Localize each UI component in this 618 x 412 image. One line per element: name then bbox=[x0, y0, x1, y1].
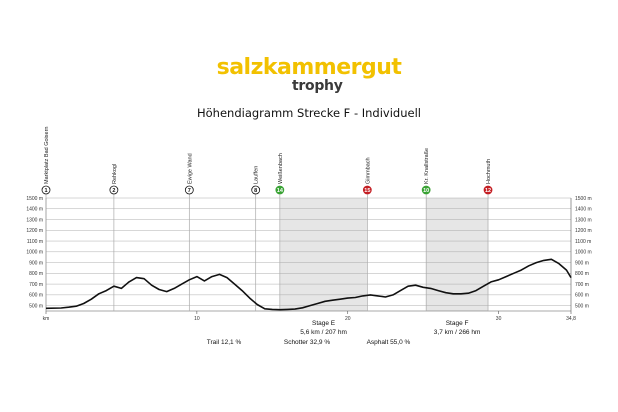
y-tick-label: 1500 m bbox=[26, 196, 43, 202]
surface-share-label: Trail 12,1 % bbox=[207, 339, 242, 346]
y-tick-label: 1200 m bbox=[575, 228, 592, 234]
marker-number: 8 bbox=[254, 188, 257, 194]
y-axis-left: 500 m 600 m 700 m 800 m 900 m 1000 m 1100 m 120… bbox=[26, 196, 43, 310]
waypoint-markers: 1 Marktplatz Bad Goisern 2 Rehkogl 7 Ewige Wa… bbox=[41, 127, 493, 195]
y-tick-label: 800 m bbox=[575, 271, 589, 277]
stage-info: 5,6 km / 207 hm bbox=[300, 329, 347, 336]
logo-wordmark: salzkammergut bbox=[216, 55, 402, 80]
y-tick-label: 1200 m bbox=[26, 228, 43, 234]
x-tick-label: 20 bbox=[345, 316, 351, 322]
marker-number: 12 bbox=[485, 188, 491, 194]
y-tick-label: 1100 m bbox=[575, 239, 591, 245]
marker-label: Hochmuth bbox=[486, 159, 492, 184]
marker-badge bbox=[362, 185, 372, 195]
y-axis-right: 500 m 600 m 700 m 800 m 900 m 1000 m 1100 m 120… bbox=[575, 196, 592, 310]
surface-share-label: Asphalt 55,0 % bbox=[367, 339, 411, 346]
marker-badge bbox=[184, 185, 194, 195]
x-tick-label: 10 bbox=[194, 316, 200, 322]
surface-share-label: Schotter 32,9 % bbox=[284, 339, 330, 346]
stage-bands bbox=[279, 198, 489, 311]
stage-labels: Stage E 5,6 km / 207 hm Stage F 3,7 km / 26… bbox=[300, 320, 480, 336]
y-tick-label: 1000 m bbox=[26, 250, 43, 256]
stage-info: 3,7 km / 266 hm bbox=[434, 329, 481, 336]
y-tick-label: 800 m bbox=[29, 271, 43, 277]
marker-badge bbox=[41, 185, 51, 195]
marker-label: Rehkogl bbox=[112, 164, 118, 184]
marker-label: Gimmbach bbox=[365, 157, 371, 184]
profile-series bbox=[45, 258, 572, 311]
x-tick-label: 34,8 bbox=[566, 316, 576, 322]
marker-number: 2 bbox=[112, 188, 115, 194]
marker-number: 1 bbox=[44, 188, 47, 194]
marker-number: 10 bbox=[423, 188, 429, 194]
elevation-line bbox=[45, 258, 572, 311]
marker-badge bbox=[251, 185, 261, 195]
stage-name: Stage E bbox=[312, 320, 336, 327]
y-tick-label: 1400 m bbox=[26, 207, 43, 213]
marker-badge bbox=[483, 185, 493, 195]
y-tick-label: 1000 m bbox=[575, 250, 592, 256]
logo-subtitle: trophy bbox=[292, 78, 343, 94]
marker-lines bbox=[45, 194, 489, 311]
y-tick-label: 1300 m bbox=[26, 217, 43, 223]
stage-band bbox=[279, 198, 368, 311]
marker-number: 14 bbox=[277, 188, 284, 194]
y-tick-label: 700 m bbox=[575, 282, 589, 288]
marker-label: Ewige Wand bbox=[187, 153, 193, 184]
marker-label: Kr. Knallstraße bbox=[424, 148, 430, 184]
y-tick-label: 500 m bbox=[575, 303, 589, 309]
marker-number: 15 bbox=[364, 188, 370, 194]
y-tick-label: 1500 m bbox=[575, 196, 592, 202]
y-tick-label: 600 m bbox=[29, 293, 43, 299]
stage-band bbox=[426, 198, 489, 311]
chart-title: Höhendiagramm Strecke F - Individuell bbox=[197, 106, 421, 120]
y-tick-label: 900 m bbox=[575, 260, 589, 266]
surface-labels: Trail 12,1 % Schotter 32,9 % Asphalt 55,0 … bbox=[207, 339, 411, 346]
y-tick-label: 1100 m bbox=[27, 239, 43, 245]
y-tick-label: 500 m bbox=[29, 303, 43, 309]
marker-badge bbox=[421, 185, 431, 195]
marker-badge bbox=[275, 185, 285, 195]
x-tick-label: 30 bbox=[496, 316, 502, 322]
y-tick-label: 600 m bbox=[575, 293, 589, 299]
y-tick-label: 1400 m bbox=[575, 207, 592, 213]
marker-number: 7 bbox=[188, 188, 191, 194]
y-tick-label: 1300 m bbox=[575, 217, 592, 223]
marker-badge bbox=[109, 185, 119, 195]
stage-name: Stage F bbox=[446, 320, 469, 327]
x-axis: km 10 20 30 34,8 bbox=[43, 311, 576, 322]
x-tick-label: km bbox=[43, 316, 50, 322]
marker-label: Marktplatz Bad Goisern bbox=[44, 127, 50, 184]
marker-label: Weißenbach bbox=[278, 153, 284, 184]
y-tick-label: 900 m bbox=[29, 260, 43, 266]
marker-label: Lauffen bbox=[254, 166, 260, 184]
y-tick-label: 700 m bbox=[29, 282, 43, 288]
